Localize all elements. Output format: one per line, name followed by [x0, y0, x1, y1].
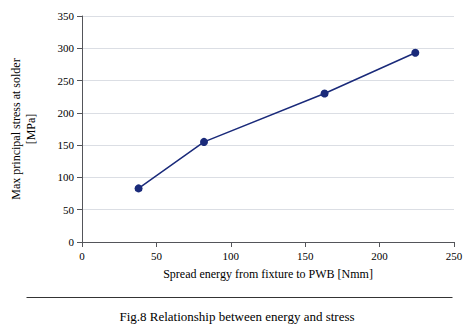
svg-text:Max principal stress at solder: Max principal stress at solder: [9, 58, 23, 199]
svg-text:350: 350: [58, 10, 75, 22]
svg-text:250: 250: [58, 75, 75, 87]
svg-text:[MPa]: [MPa]: [24, 114, 38, 145]
svg-text:Spread energy from fixture to: Spread energy from fixture to PWB [Nmm]: [163, 267, 373, 281]
svg-text:150: 150: [297, 250, 314, 262]
svg-text:50: 50: [63, 204, 75, 216]
svg-text:Fig.8 Relationship between ene: Fig.8 Relationship between energy and st…: [119, 309, 354, 324]
svg-text:100: 100: [223, 250, 240, 262]
svg-text:200: 200: [371, 250, 388, 262]
svg-text:0: 0: [79, 250, 85, 262]
svg-text:100: 100: [58, 171, 75, 183]
svg-text:250: 250: [446, 250, 463, 262]
svg-text:50: 50: [151, 250, 163, 262]
svg-text:200: 200: [58, 107, 75, 119]
svg-text:150: 150: [58, 139, 75, 151]
svg-text:0: 0: [69, 236, 75, 248]
svg-text:300: 300: [58, 42, 75, 54]
